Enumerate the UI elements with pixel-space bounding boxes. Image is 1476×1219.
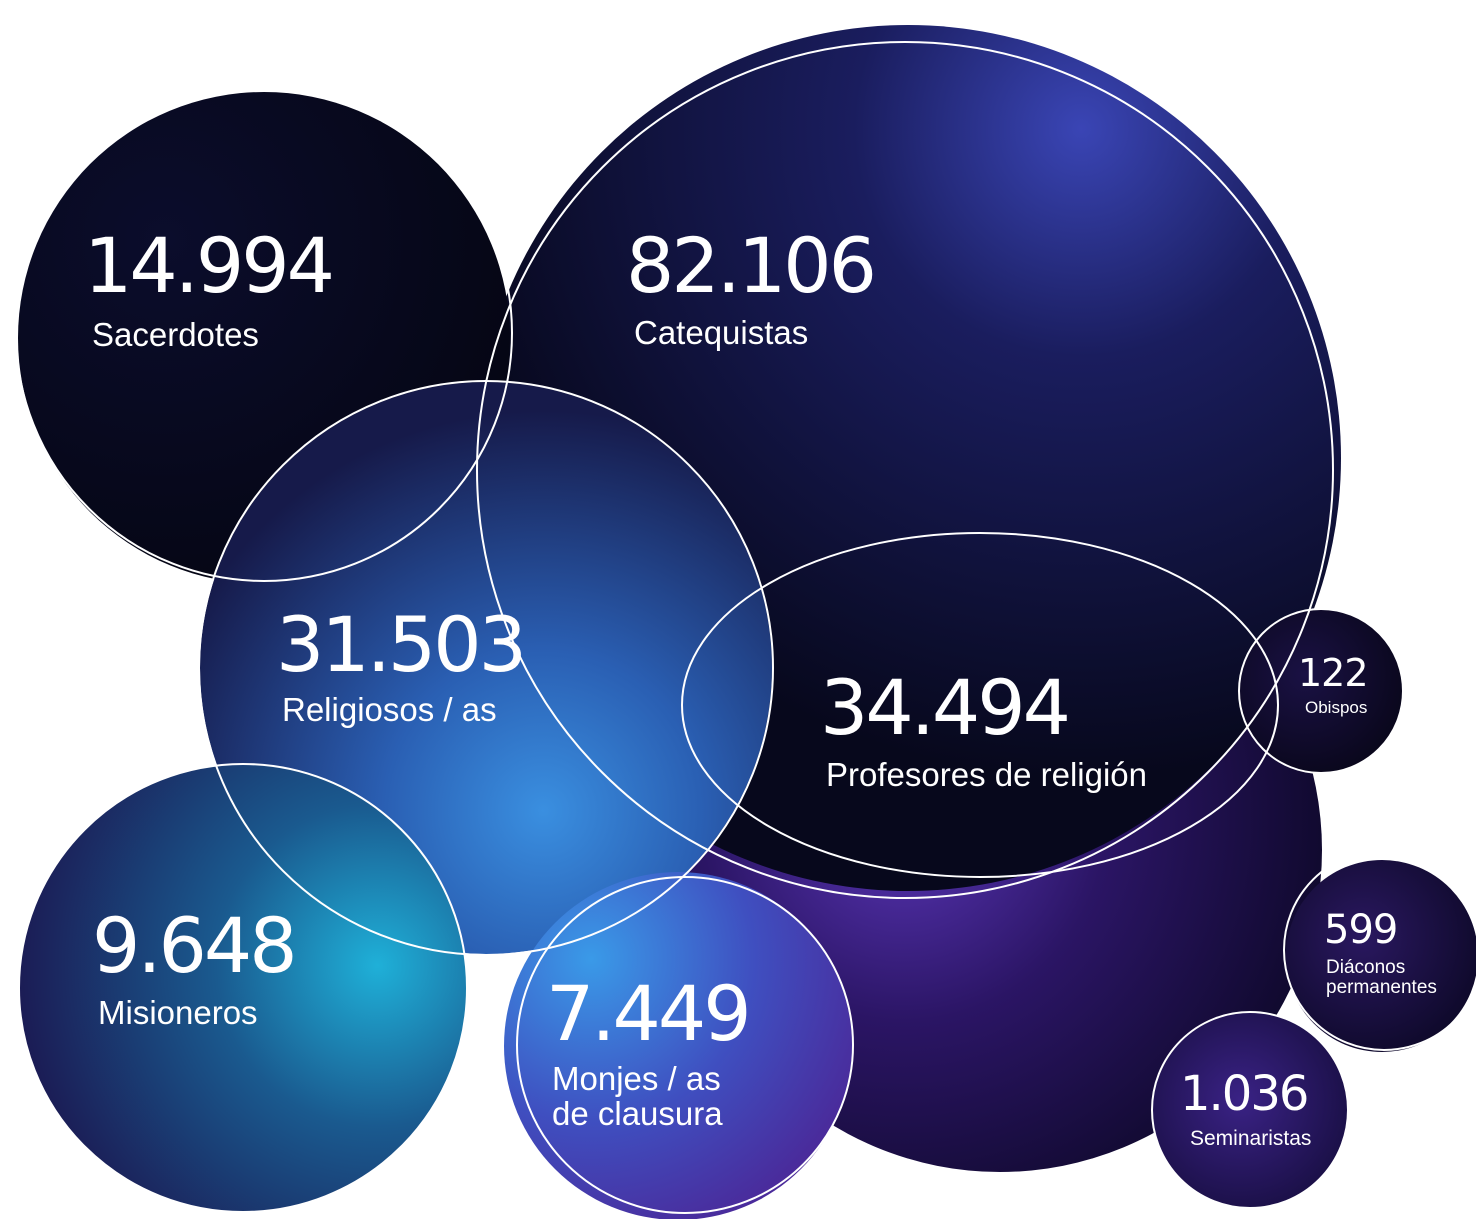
- stat-label-profesores: Profesores de religión: [826, 756, 1148, 793]
- stat-value-catequistas: 82.106: [626, 221, 877, 310]
- stat-value-diaconos: 599: [1324, 907, 1398, 953]
- stat-value-monjes: 7.449: [546, 969, 752, 1058]
- stat-value-misioneros: 9.648: [92, 901, 298, 990]
- stat-label-seminaristas: Seminaristas: [1190, 1127, 1312, 1150]
- ring-obispos: [1238, 608, 1404, 774]
- stat-label-monjes: Monjes / as de clausura: [552, 1060, 723, 1132]
- stat-label-religiosos: Religiosos / as: [282, 691, 497, 728]
- stat-label-obispos: Obispos: [1305, 698, 1368, 717]
- stat-label-misioneros: Misioneros: [98, 994, 258, 1031]
- bubble-misioneros-fill: [19, 764, 467, 1212]
- stat-label-diaconos: Diáconos permanentes: [1326, 957, 1437, 998]
- ring-monjes: [516, 876, 854, 1214]
- ring-seminaristas: [1151, 1011, 1349, 1209]
- stat-value-obispos: 122: [1298, 651, 1369, 695]
- bubble-monjes-fill: [504, 872, 852, 1219]
- ring-sacerdotes: [15, 84, 513, 582]
- bubble-obispos-fill: [1239, 609, 1403, 773]
- ring-profesores: [681, 532, 1279, 878]
- ring-catequistas: [476, 41, 1334, 899]
- bubble-diaconos-fill: [1286, 860, 1476, 1052]
- stat-value-sacerdotes: 14.994: [84, 221, 335, 310]
- stat-label-sacerdotes: Sacerdotes: [92, 316, 259, 353]
- stat-label-catequistas: Catequistas: [634, 314, 809, 351]
- stat-value-seminaristas: 1.036: [1180, 1066, 1309, 1122]
- ring-diaconos: [1283, 849, 1476, 1051]
- ring-misioneros: [18, 763, 468, 1213]
- stat-value-profesores: 34.494: [820, 663, 1071, 752]
- bubble-seminaristas-fill: [1152, 1012, 1348, 1208]
- stat-value-religiosos: 31.503: [276, 600, 527, 689]
